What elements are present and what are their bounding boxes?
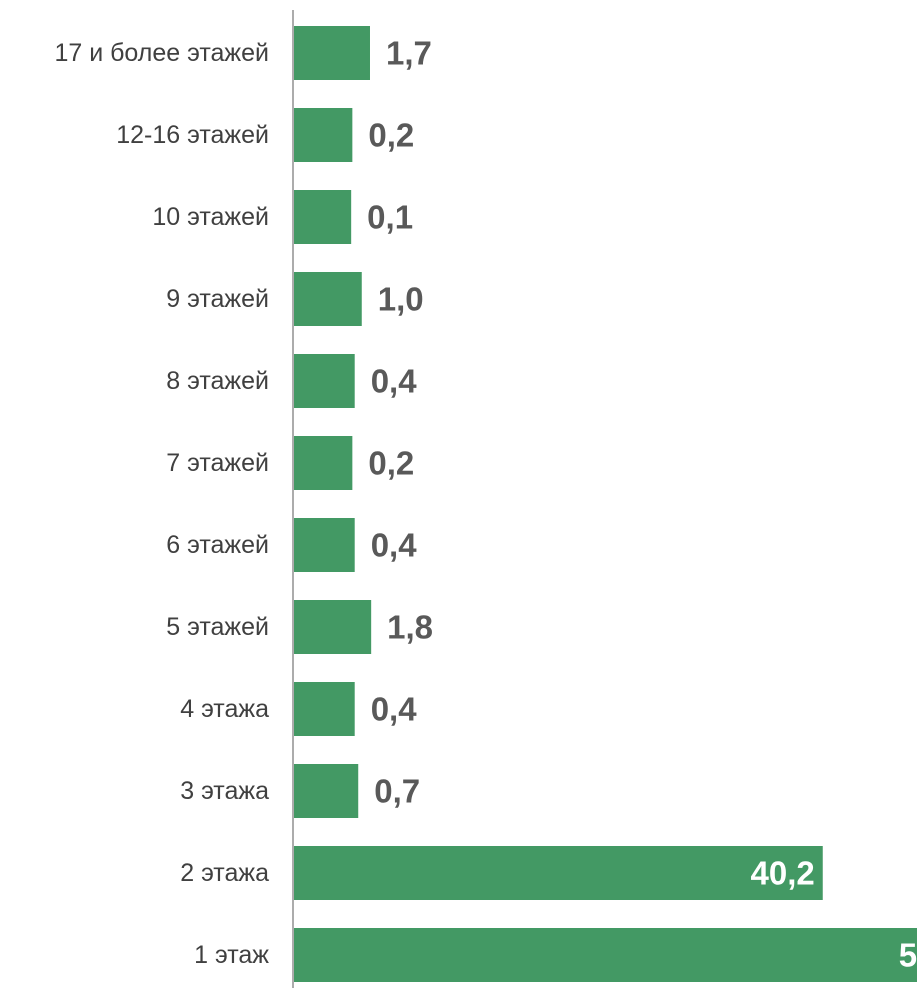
bar xyxy=(294,190,352,244)
bar xyxy=(294,354,355,408)
bar xyxy=(294,928,917,982)
bars-layer xyxy=(294,26,917,982)
category-tick-label: 5 этажей xyxy=(166,613,269,641)
data-label: 0,2 xyxy=(368,445,414,482)
category-tick-label: 6 этажей xyxy=(166,531,269,559)
data-label: 0,1 xyxy=(367,199,413,236)
bar xyxy=(294,600,372,654)
bar xyxy=(294,26,370,80)
category-tick-label: 17 и более этажей xyxy=(54,39,269,67)
category-tick-label: 10 этажей xyxy=(152,203,269,231)
bar xyxy=(294,764,359,818)
bar xyxy=(294,272,362,326)
category-tick-label: 2 этажа xyxy=(180,859,269,887)
category-tick-label: 3 этажа xyxy=(180,777,269,805)
data-label: 52,8 xyxy=(899,937,917,974)
labels-layer: 17 и более этажей 1,7 12-16 этажей 0,2 10 эт… xyxy=(54,35,917,974)
bar xyxy=(294,846,823,900)
data-label: 1,8 xyxy=(387,609,433,646)
category-tick-label: 1 этаж xyxy=(194,941,269,969)
bar xyxy=(294,436,353,490)
data-label: 0,4 xyxy=(371,527,418,564)
bar xyxy=(294,682,355,736)
data-label: 1,7 xyxy=(386,35,432,72)
category-tick-label: 7 этажей xyxy=(166,449,269,477)
bar xyxy=(294,108,353,162)
category-tick-label: 9 этажей xyxy=(166,285,269,313)
data-label: 0,4 xyxy=(371,363,418,400)
bar xyxy=(294,518,355,572)
data-label: 0,4 xyxy=(371,691,418,728)
data-label: 0,2 xyxy=(368,117,414,154)
category-tick-label: 12-16 этажей xyxy=(116,121,269,149)
data-label: 40,2 xyxy=(751,855,815,892)
data-label: 1,0 xyxy=(378,281,424,318)
category-tick-label: 8 этажей xyxy=(166,367,269,395)
category-tick-label: 4 этажа xyxy=(180,695,269,723)
data-label: 0,7 xyxy=(374,773,420,810)
